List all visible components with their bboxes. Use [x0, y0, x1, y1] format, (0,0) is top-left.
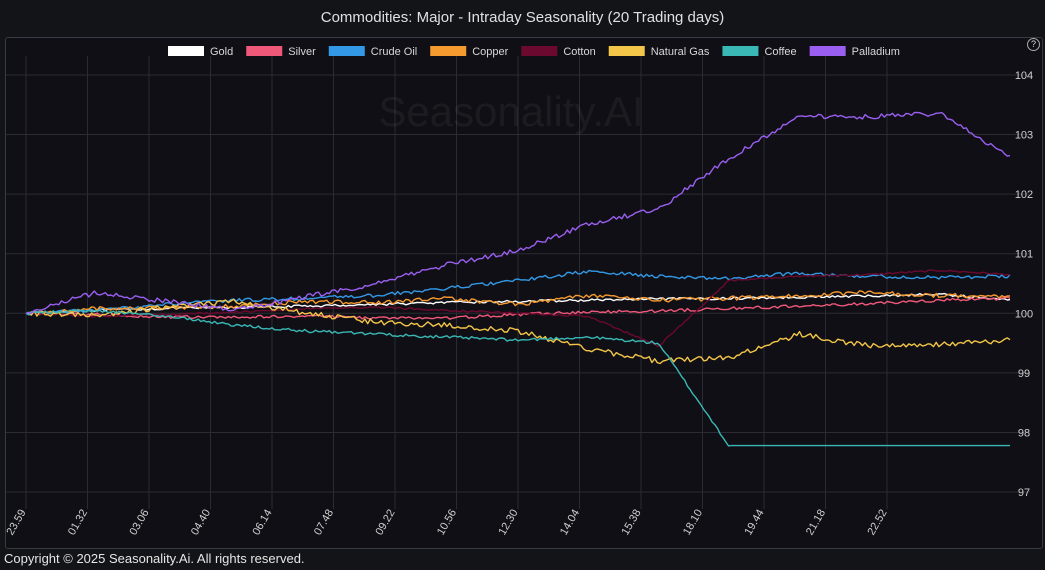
- line-chart: Seasonality.AI 97 98 99 100 101 102 103 104 23.…: [6, 46, 1033, 538]
- legend-swatch-cotton[interactable]: [521, 46, 558, 56]
- legend-swatch-crude-oil[interactable]: [328, 46, 365, 56]
- watermark-text: Seasonality.AI: [378, 88, 643, 135]
- x-tick-label: 10.56: [435, 508, 459, 538]
- copyright-text: Copyright © 2025 Seasonality.Ai. All rig…: [4, 551, 305, 566]
- x-axis-tick-labels: 23.59 01.32 03.06 04.40 06.14 07.48 09.22 10.56…: [6, 508, 890, 538]
- legend-label-natural-gas[interactable]: Natural Gas: [651, 46, 710, 58]
- y-tick-label: 101: [1015, 249, 1033, 261]
- legend-label-copper[interactable]: Copper: [472, 46, 508, 58]
- legend-label-coffee[interactable]: Coffee: [764, 46, 796, 58]
- legend-swatch-natural-gas[interactable]: [608, 46, 645, 56]
- legend-swatch-palladium[interactable]: [809, 46, 846, 56]
- x-tick-label: 07.48: [312, 508, 336, 538]
- x-tick-label: 15.38: [619, 508, 643, 538]
- y-tick-label: 102: [1015, 189, 1033, 201]
- y-tick-label: 97: [1018, 487, 1030, 499]
- x-tick-label: 19.44: [742, 508, 766, 538]
- x-tick-label: 01.32: [66, 508, 90, 538]
- series-lines: [25, 111, 1011, 447]
- series-line-coffee: [25, 309, 1010, 447]
- legend-label-crude-oil[interactable]: Crude Oil: [371, 46, 417, 58]
- chart-title: Commodities: Major - Intraday Seasonalit…: [320, 9, 725, 26]
- help-icon[interactable]: ?: [1027, 38, 1040, 51]
- y-tick-label: 100: [1015, 308, 1033, 320]
- x-tick-label: 14.04: [558, 508, 582, 538]
- x-tick-label: 06.14: [250, 508, 274, 538]
- x-tick-label: 09.22: [373, 508, 397, 538]
- x-tick-label: 04.40: [189, 508, 213, 538]
- y-axis-tick-labels: 97 98 99 100 101 102 103 104: [1015, 70, 1033, 499]
- chart-panel: Seasonality.AI 97 98 99 100 101 102 103 104 23.…: [5, 37, 1043, 549]
- x-tick-label: 21.18: [804, 508, 828, 538]
- y-tick-label: 104: [1015, 70, 1033, 82]
- y-tick-label: 98: [1018, 427, 1030, 439]
- series-line-palladium: [25, 111, 1011, 314]
- x-tick-label: 23.59: [6, 508, 29, 538]
- y-tick-label: 103: [1015, 130, 1033, 142]
- series-line-cotton: [25, 269, 1011, 348]
- legend-label-cotton[interactable]: Cotton: [563, 46, 595, 58]
- legend-label-silver[interactable]: Silver: [288, 46, 316, 58]
- x-tick-label: 03.06: [127, 508, 151, 538]
- legend-label-gold[interactable]: Gold: [210, 46, 233, 58]
- y-tick-label: 99: [1018, 368, 1030, 380]
- legend-swatch-copper[interactable]: [430, 46, 467, 56]
- legend-swatch-silver[interactable]: [246, 46, 283, 56]
- series-line-copper: [25, 290, 1010, 314]
- grid-lines: [6, 56, 1030, 509]
- series-line-natural-gas: [25, 298, 1011, 365]
- legend-swatch-gold[interactable]: [168, 46, 204, 56]
- x-tick-label: 12.30: [496, 508, 520, 538]
- x-tick-label: 18.10: [681, 508, 705, 538]
- x-tick-label: 22.52: [865, 508, 889, 538]
- legend-label-palladium[interactable]: Palladium: [852, 46, 900, 58]
- legend: Gold Silver Crude Oil Copper Cotton Natural G…: [168, 46, 900, 58]
- legend-swatch-coffee[interactable]: [722, 46, 759, 56]
